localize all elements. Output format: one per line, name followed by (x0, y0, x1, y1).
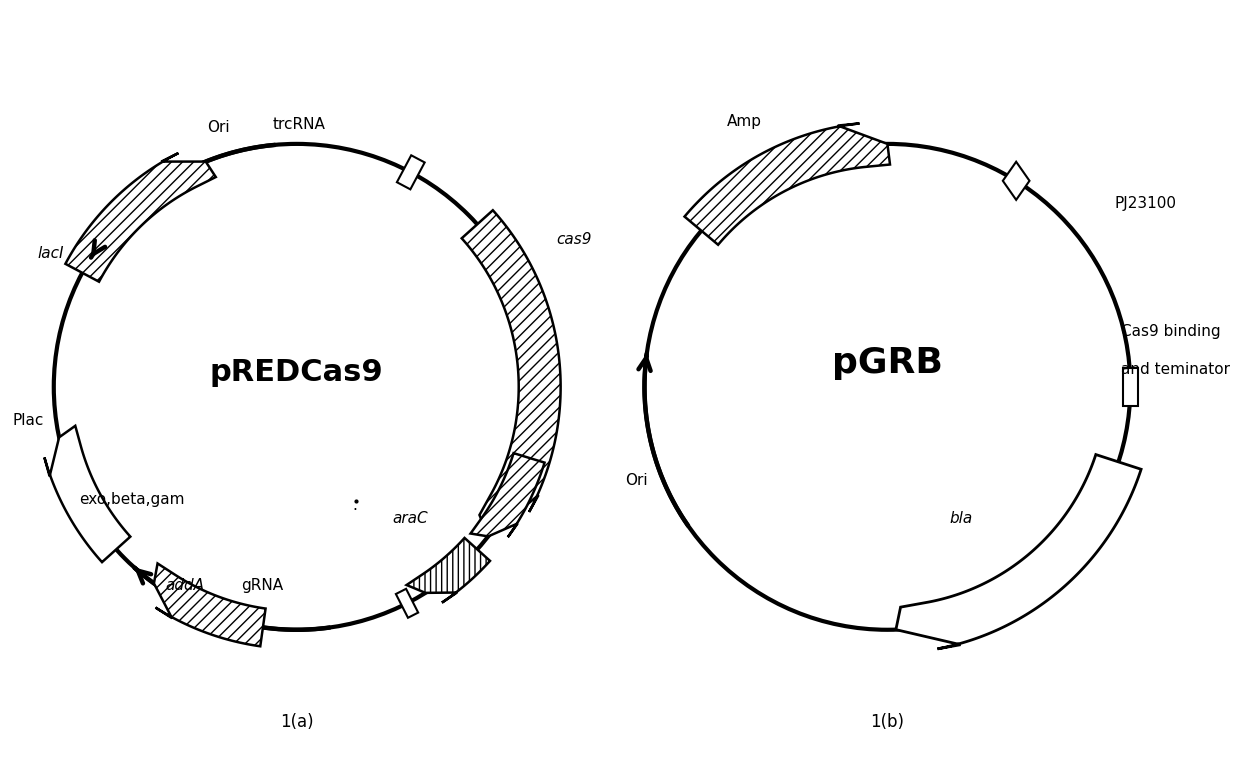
Polygon shape (66, 153, 216, 281)
Text: Cas9 binding: Cas9 binding (1121, 324, 1220, 339)
Polygon shape (154, 564, 265, 647)
FancyBboxPatch shape (397, 155, 424, 189)
Text: gRNA: gRNA (242, 578, 284, 592)
Text: exo,beta,gam: exo,beta,gam (79, 492, 185, 507)
Text: Amp: Amp (728, 114, 763, 130)
Text: lacI: lacI (37, 246, 64, 261)
Text: araC: araC (392, 511, 428, 526)
Polygon shape (407, 538, 490, 603)
Text: and teminator: and teminator (1121, 362, 1230, 377)
FancyBboxPatch shape (396, 589, 418, 617)
Polygon shape (461, 210, 560, 536)
Text: .: . (352, 499, 357, 513)
Text: 1(a): 1(a) (280, 713, 314, 731)
Polygon shape (895, 455, 1141, 649)
Text: Ori: Ori (207, 120, 231, 135)
Text: bla: bla (950, 511, 972, 526)
Polygon shape (470, 453, 544, 537)
Text: pREDCas9: pREDCas9 (210, 358, 383, 387)
Polygon shape (45, 426, 130, 562)
Polygon shape (1003, 162, 1029, 200)
Text: pGRB: pGRB (832, 346, 942, 380)
Text: addA: addA (165, 578, 205, 592)
FancyBboxPatch shape (1122, 368, 1138, 406)
Text: trcRNA: trcRNA (273, 117, 326, 133)
Text: PJ23100: PJ23100 (1115, 196, 1177, 212)
Text: Plac: Plac (12, 413, 45, 428)
Polygon shape (684, 123, 890, 245)
Text: Ori: Ori (625, 472, 647, 488)
Text: 1(b): 1(b) (870, 713, 904, 731)
Text: cas9: cas9 (556, 232, 591, 247)
